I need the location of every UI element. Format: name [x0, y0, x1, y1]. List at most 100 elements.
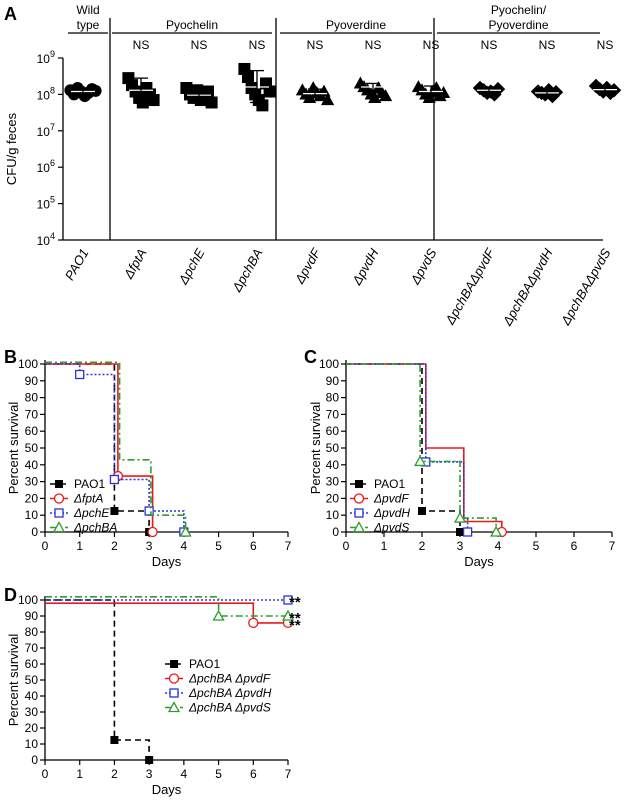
panel-a-data-point — [368, 91, 382, 104]
panel-a-data-point — [538, 87, 553, 102]
panel-d-y-tick-label: 0 — [31, 753, 38, 767]
panel-b-legend-marker — [54, 508, 64, 518]
panel-c-x-tick-label: 1 — [381, 539, 388, 553]
panel-b-legend-label: PAO1 — [74, 477, 105, 491]
panel-b-x-tick-label: 7 — [285, 539, 292, 553]
panel-c-y-tick-label: 20 — [326, 491, 340, 505]
panel-c-series-marker — [418, 507, 426, 515]
panel-c-y-tick-label: 70 — [326, 407, 340, 421]
panel-c-series-line — [346, 363, 503, 532]
panel-b-y-tick-label: 100 — [18, 357, 38, 371]
panel-d-series-line — [45, 596, 288, 617]
panel-c-x-tick-label: 2 — [419, 539, 426, 553]
panel-a-x-category-label: PAO1 — [62, 246, 92, 283]
panel-d-y-tick-label: 30 — [25, 705, 39, 719]
panel-b-legend-marker — [55, 480, 63, 488]
panel-c-y-tick-label: 0 — [332, 525, 339, 539]
panel-c-y-tick-label: 60 — [326, 424, 340, 438]
panel-d-legend-marker — [169, 688, 179, 698]
panel-b-y-tick-label: 80 — [25, 391, 39, 405]
panel-d-series-line — [45, 599, 150, 760]
panel-c-series-marker — [456, 528, 464, 536]
panel-d-y-tick-label: 20 — [25, 721, 39, 735]
panel-a-ns-label: NS — [481, 38, 498, 52]
panel-b-y-tick-label: 40 — [25, 458, 39, 472]
panel-d-y-tick-label: 80 — [25, 625, 39, 639]
panel-d-x-tick-label: 6 — [250, 767, 257, 781]
panel-a-x-category-label: ΔpchBA — [229, 246, 266, 295]
panel-c-legend-label: ΔpvdF — [373, 492, 409, 506]
panel-c-legend-label: PAO1 — [374, 477, 405, 491]
panel-b-x-axis-title: Days — [152, 554, 182, 569]
panel-d-y-axis-title: Percent survival — [6, 634, 21, 727]
panel-a-ns-label: NS — [307, 38, 324, 52]
panel-b-series-marker — [75, 369, 85, 380]
panel-a-x-category-label: ΔpchBAΔpvdS — [557, 246, 613, 329]
panel-d-series-marker — [248, 617, 259, 629]
panel-a-y-tick-label: 108 — [37, 85, 55, 102]
panel-d-y-tick-label: 10 — [25, 737, 39, 751]
panel-b-y-tick-label: 70 — [25, 407, 39, 421]
panel-d-series-marker — [283, 595, 293, 605]
panel-c-legend-marker — [354, 508, 364, 518]
panel-b-x-tick-label: 5 — [215, 539, 222, 553]
panel-c-survival: 0 10 20 30 40 50 60 70 80 90 100 0 1 2 3 4 5 6 7 Days Percen… — [308, 357, 616, 569]
panel-d-series-marker — [281, 609, 295, 621]
panel-d-significance-mark: ** — [289, 610, 301, 627]
panel-a-ns-label: NS — [539, 38, 556, 52]
panel-d-legend-marker — [170, 660, 178, 668]
panel-d-x-tick-label: 1 — [76, 767, 83, 781]
panel-a-data-point — [317, 84, 331, 97]
panel-b-x-tick-label: 3 — [146, 539, 153, 553]
panel-label-d: D — [4, 585, 17, 605]
panel-a-y-tick-label: 109 — [37, 49, 55, 66]
panel-d-legend-label: ΔpchBA ΔpvdS — [188, 701, 271, 715]
panel-c-legend-label: ΔpvdS — [373, 521, 409, 535]
panel-c-legend-marker — [353, 493, 365, 504]
panel-a-x-category-label: ΔpchBAΔpvdH — [499, 245, 556, 328]
panel-b-series-line — [45, 361, 187, 532]
panel-a-group-label: Pyochelin/ — [491, 3, 547, 17]
panel-c-legend-marker — [352, 521, 366, 533]
panel-a-group-label: Pyochelin — [166, 18, 218, 32]
panel-a-x-category-label: ΔpchE — [175, 246, 208, 288]
panel-a-y-tick-label: 106 — [37, 158, 55, 175]
panel-b-x-tick-label: 6 — [250, 539, 257, 553]
panel-c-x-tick-label: 4 — [495, 539, 502, 553]
panel-c-x-tick-label: 7 — [609, 539, 616, 553]
panel-a-data-point — [256, 99, 269, 112]
panel-b-y-tick-label: 20 — [25, 491, 39, 505]
panel-d-x-tick-label: 0 — [42, 767, 49, 781]
panel-label-a: A — [4, 4, 17, 24]
panel-b-legend-marker — [52, 521, 66, 533]
panel-a-y-tick-label: 107 — [37, 122, 55, 139]
panel-d-legend-label: ΔpchBA ΔpvdF — [188, 672, 271, 686]
panel-d-x-tick-label: 7 — [285, 767, 292, 781]
panel-a-data-point — [303, 91, 317, 104]
panel-b-legend-marker — [53, 493, 65, 504]
panel-d-legend-marker — [167, 701, 181, 713]
panel-b-y-axis-title: Percent survival — [6, 402, 21, 495]
panel-a-x-category-label: ΔpvdS — [407, 246, 440, 288]
panel-c-series-marker — [489, 525, 503, 537]
panel-a-x-category-label: ΔpvdF — [291, 245, 324, 287]
panel-d-series-marker — [212, 609, 225, 621]
panel-d-survival: 0 10 20 30 40 50 60 70 80 90 100 0 1 2 3 4 5 6 7 Days Percen… — [6, 593, 301, 797]
panel-c-x-tick-label: 0 — [343, 539, 350, 553]
panel-c-x-tick-label: 5 — [533, 539, 540, 553]
panel-a-ns-label: NS — [133, 38, 150, 52]
panel-a-ns-label: NS — [365, 38, 382, 52]
panel-a-y-tick-label: 105 — [37, 195, 55, 212]
panel-b-x-tick-label: 1 — [76, 539, 83, 553]
panel-a-data-point — [321, 93, 335, 106]
panel-a-group-label: Pyoverdine — [326, 18, 386, 32]
panel-a-ns-label: NS — [423, 38, 440, 52]
panel-a-data-point — [490, 81, 506, 97]
panel-c-legend-marker — [355, 480, 363, 488]
panel-a-data-point — [122, 72, 135, 85]
panel-b-y-tick-label: 60 — [25, 424, 39, 438]
panel-a-data-point — [437, 85, 451, 98]
panel-d-legend-marker — [168, 673, 180, 684]
panel-a-ns-label: NS — [597, 38, 614, 52]
